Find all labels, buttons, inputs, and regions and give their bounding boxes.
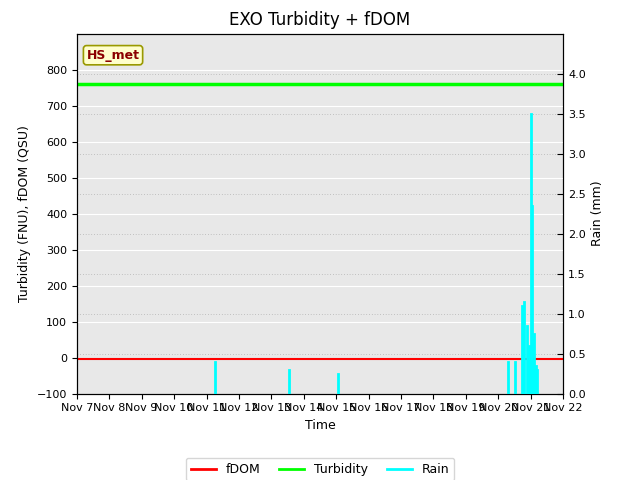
Legend: fDOM, Turbidity, Rain: fDOM, Turbidity, Rain [186,458,454,480]
Y-axis label: Rain (mm): Rain (mm) [591,181,604,246]
Title: EXO Turbidity + fDOM: EXO Turbidity + fDOM [229,11,411,29]
Text: HS_met: HS_met [86,48,140,62]
Y-axis label: Turbidity (FNU), fDOM (QSU): Turbidity (FNU), fDOM (QSU) [18,125,31,302]
X-axis label: Time: Time [305,419,335,432]
